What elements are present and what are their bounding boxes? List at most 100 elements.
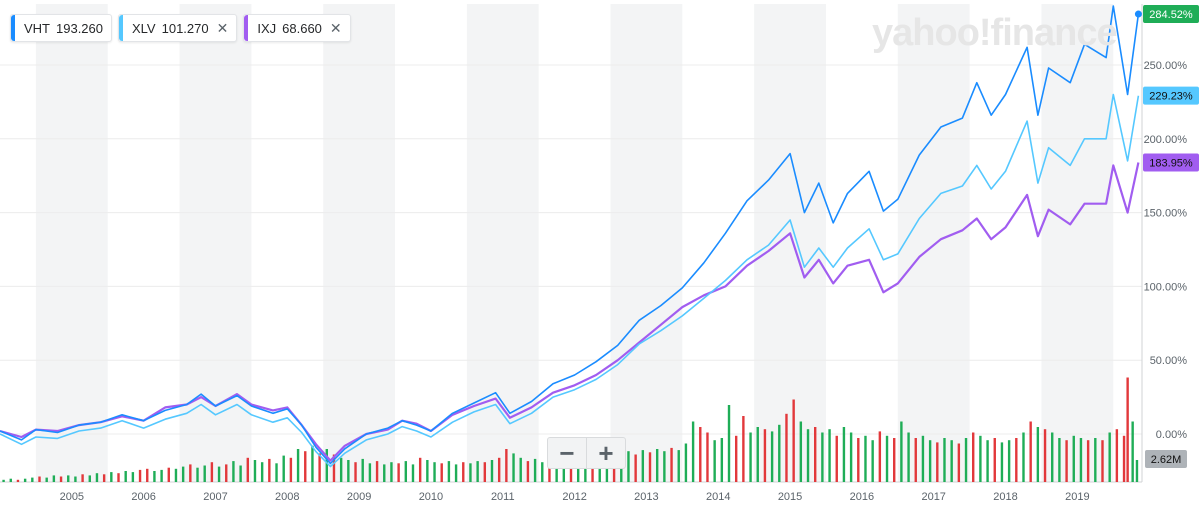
zoom-out-button[interactable]: − (559, 438, 575, 468)
volume-bar (670, 447, 673, 482)
y-tick-label: 200.00% (1144, 134, 1188, 146)
y-tick-label: 250.00% (1144, 60, 1188, 72)
volume-bar (23, 478, 27, 482)
remove-ixj-icon[interactable]: ✕ (329, 19, 342, 36)
volume-bar (871, 440, 874, 482)
volume-bar (45, 477, 48, 482)
volume-bar (426, 460, 429, 482)
volume-bar (232, 461, 235, 482)
volume-bar (16, 479, 20, 482)
volume-bar (821, 432, 824, 482)
volume-bar (691, 421, 695, 482)
volume-bar (268, 458, 271, 482)
legend-chip-xlv[interactable]: XLV 101.270 ✕ (118, 14, 238, 42)
volume-bar (1043, 429, 1047, 482)
volume-bar (799, 421, 803, 482)
volume-bar (885, 435, 889, 482)
volume-bar (584, 458, 587, 482)
x-tick-label: 2010 (419, 491, 443, 503)
volume-bar (936, 442, 939, 482)
volume-bar (699, 427, 702, 482)
volume-bar (1072, 435, 1075, 482)
y-tick-label: 100.00% (1144, 281, 1188, 293)
volume-bar (210, 462, 214, 482)
volume-bar (332, 454, 336, 482)
volume-bar (418, 457, 422, 482)
series-line-xlv[interactable] (0, 93, 1140, 468)
legend: VHT 193.260 XLV 101.270 ✕ IXJ 68.660 ✕ (10, 14, 351, 42)
volume-bar (1022, 432, 1025, 482)
volume-bar (296, 449, 300, 482)
volume-bar (1115, 429, 1119, 482)
legend-symbol: IXJ (257, 20, 277, 36)
series-line-vht[interactable] (0, 5, 1140, 465)
last-value-label: 183.95% (1149, 157, 1193, 169)
last-value-tag (1143, 153, 1199, 172)
volume-bar (131, 472, 135, 482)
volume-bar (347, 460, 350, 482)
last-value-label: 284.52% (1149, 9, 1193, 21)
volume-bar (31, 477, 34, 482)
volume-bar (196, 467, 199, 482)
volume-bar (1094, 438, 1097, 482)
x-tick-label: 2016 (850, 491, 874, 503)
volume-bar (174, 468, 178, 482)
volume-bar (634, 454, 637, 482)
volume-bar (627, 451, 630, 482)
year-band (754, 4, 826, 482)
volume-bar (9, 478, 12, 482)
x-tick-label: 2007 (203, 491, 227, 503)
legend-chip-ixj[interactable]: IXJ 68.660 ✕ (243, 14, 351, 42)
series-end-point (1134, 10, 1142, 18)
volume-bar (893, 438, 896, 482)
volume-bar (756, 427, 759, 482)
volume-bar (311, 445, 314, 482)
volume-bar (411, 464, 415, 482)
volume-bar (519, 457, 522, 482)
volume-bar (1000, 442, 1004, 482)
volume-bar (778, 424, 781, 482)
x-tick-label: 2015 (778, 491, 802, 503)
volume-bar (117, 473, 120, 482)
year-band (323, 4, 396, 482)
volume-bar (548, 460, 551, 482)
volume-bar (1007, 440, 1011, 482)
volume-bar (505, 449, 508, 482)
volume-bar (900, 421, 903, 482)
legend-swatch-ixj (244, 15, 249, 41)
volume-bar (497, 457, 501, 482)
volume-bar (483, 462, 487, 482)
last-value-tag (1143, 86, 1199, 105)
volume-bar (95, 473, 99, 482)
volume-bar (957, 443, 961, 482)
volume-bar (842, 427, 846, 482)
volume-bar (526, 461, 530, 482)
volume-bar (181, 466, 185, 482)
volume-bar (440, 463, 443, 482)
volume-bar (785, 413, 788, 482)
y-tick-label: 150.00% (1144, 208, 1188, 220)
x-tick-label: 2011 (491, 491, 515, 503)
volume-bar (663, 451, 666, 482)
year-band (897, 4, 970, 482)
last-value-tag (1143, 5, 1199, 24)
volume-bar (878, 431, 882, 482)
remove-xlv-icon[interactable]: ✕ (216, 19, 229, 36)
x-tick-label: 2008 (275, 491, 299, 503)
series-line-ixj[interactable] (0, 162, 1140, 462)
year-band (35, 4, 108, 482)
volume-bar (38, 476, 41, 482)
legend-chip-vht[interactable]: VHT 193.260 (10, 14, 112, 42)
volume-bar (239, 465, 242, 482)
volume-bar (706, 432, 709, 482)
volume-bar (964, 438, 968, 482)
volume-bar (921, 435, 925, 482)
volume-bar (1135, 460, 1139, 482)
volume-bar (914, 438, 917, 482)
zoom-in-button[interactable]: + (586, 438, 625, 468)
volume-bar (253, 460, 257, 482)
volume-bar (742, 416, 745, 482)
volume-bar (828, 429, 831, 482)
